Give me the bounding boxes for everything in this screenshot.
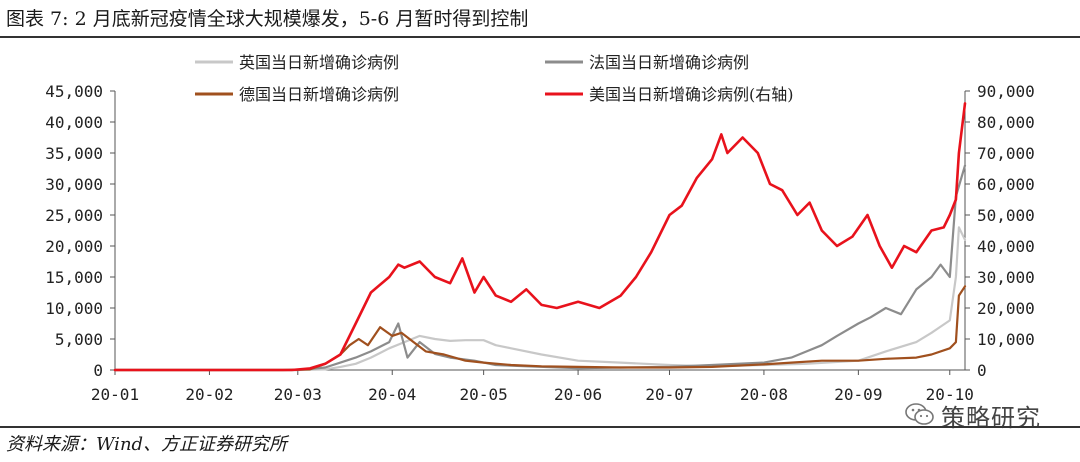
- y-left-tick-label: 15,000: [45, 268, 103, 287]
- y-left-tick-label: 5,000: [55, 330, 103, 349]
- y-left-tick-label: 30,000: [45, 175, 103, 194]
- x-tick-label: 20-09: [834, 385, 882, 404]
- legend-label-3: 美国当日新增确诊病例(右轴): [589, 85, 794, 104]
- x-tick-label: 20-01: [91, 385, 139, 404]
- series-line-0: [113, 226, 967, 372]
- x-tick-label: 20-07: [645, 385, 693, 404]
- series-line-3: [113, 102, 967, 372]
- legend-label-1: 法国当日新增确诊病例: [589, 53, 749, 72]
- y-right-tick-label: 90,000: [977, 82, 1035, 101]
- y-right-tick-label: 80,000: [977, 113, 1035, 132]
- y-right-tick-label: 30,000: [977, 268, 1035, 287]
- source-note: 资料来源：Wind、方正证券研究所: [6, 434, 288, 455]
- y-left-tick-label: 35,000: [45, 144, 103, 163]
- y-left-tick-label: 0: [93, 361, 103, 380]
- x-tick-label: 20-03: [274, 385, 322, 404]
- y-left-tick-label: 45,000: [45, 82, 103, 101]
- y-right-tick-label: 20,000: [977, 299, 1035, 318]
- x-tick-label: 20-05: [460, 385, 508, 404]
- x-tick-label: 20-04: [368, 385, 416, 404]
- y-right-tick-label: 40,000: [977, 237, 1035, 256]
- figure-title: 图表 7: 2 月底新冠疫情全球大规模爆发，5-6 月暂时得到控制: [6, 8, 529, 30]
- chart-axes: 0 5,000 10,000 15,000 20,000 25,000 30,000 35,0…: [45, 82, 1035, 404]
- series-line-2: [113, 285, 967, 372]
- x-tick-label: 20-06: [554, 385, 602, 404]
- y-right-tick-label: 0: [977, 361, 987, 380]
- y-left-tick-label: 40,000: [45, 113, 103, 132]
- y-left-tick-label: 10,000: [45, 299, 103, 318]
- x-tick-label: 20-02: [185, 385, 233, 404]
- series-layer: [113, 102, 967, 372]
- line-chart: 0 5,000 10,000 15,000 20,000 25,000 30,000 35,0…: [45, 53, 1035, 404]
- y-right-tick-label: 70,000: [977, 144, 1035, 163]
- x-tick-label: 20-08: [740, 385, 788, 404]
- y-left-tick-label: 25,000: [45, 206, 103, 225]
- wechat-icon: [905, 401, 935, 431]
- top-rule: [0, 36, 1080, 38]
- y-right-tick-label: 60,000: [977, 175, 1035, 194]
- bottom-rule: [0, 426, 1080, 428]
- y-right-tick-label: 50,000: [977, 206, 1035, 225]
- series-line-1: [113, 164, 967, 372]
- legend-label-0: 英国当日新增确诊病例: [239, 53, 399, 72]
- legend-label-2: 德国当日新增确诊病例: [239, 85, 399, 104]
- y-right-tick-label: 10,000: [977, 330, 1035, 349]
- y-left-tick-label: 20,000: [45, 237, 103, 256]
- x-tick-label: 20-10: [926, 385, 974, 404]
